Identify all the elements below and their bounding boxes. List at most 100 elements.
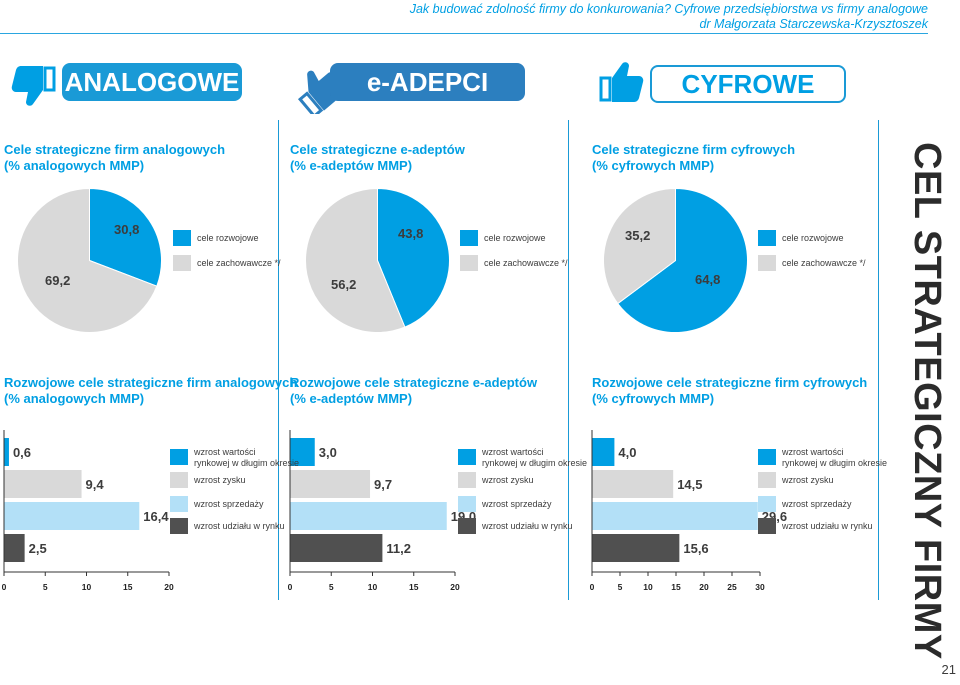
- column-divider-2: [568, 120, 569, 600]
- legend-rozwojowe-eadept: cele rozwojowe: [484, 233, 546, 243]
- bar-digital-2: [592, 502, 758, 530]
- pie-chart-eadept: [305, 188, 450, 333]
- legend-swatch-wartosc-digital: [758, 449, 776, 465]
- legend-swatch-wartosc-eadept: [458, 449, 476, 465]
- bar-value-label: 15,6: [683, 541, 708, 556]
- legend-swatch-zachowawcze-analog: [173, 255, 191, 271]
- legend-zachowawcze-eadept: cele zachowawcze */: [484, 258, 568, 268]
- pie-slice-zachowawcze: [603, 188, 676, 305]
- x-tick-label: 15: [671, 582, 681, 592]
- bar-value-label: 11,2: [386, 541, 411, 556]
- legend-swatch-sprzedaz-analog: [170, 496, 188, 512]
- legend-swatch-zysk-digital: [758, 472, 776, 488]
- bar-eadept-2: [290, 502, 447, 530]
- bar-analog-2: [4, 502, 140, 530]
- legend-swatch-udzial-eadept: [458, 518, 476, 534]
- pie-slice-zachowawcze: [17, 188, 158, 333]
- pie-slice-rozwojowe: [89, 188, 162, 287]
- legend-wartosc-digital: wzrost wartości rynkowej w długim okresi…: [782, 447, 888, 468]
- bar-value-label: 14,5: [677, 477, 702, 492]
- header: Jak budować zdolność firmy do konkurowan…: [410, 2, 928, 32]
- legend-zachowawcze-analog: cele zachowawcze */: [197, 258, 281, 268]
- legend-swatch-rozwojowe-analog: [173, 230, 191, 246]
- pie-chart-digital: [603, 188, 748, 333]
- legend-swatch-zachowawcze-digital: [758, 255, 776, 271]
- bar-analog-3: [4, 534, 25, 562]
- column-divider-3: [878, 120, 879, 600]
- legend-swatch-wartosc-analog: [170, 449, 188, 465]
- x-tick-label: 5: [329, 582, 334, 592]
- bar-value-label: 2,5: [29, 541, 47, 556]
- legend-udzial-analog: wzrost udziału w rynku: [194, 521, 285, 531]
- sidebar-title: CEL STRATEGICZNY FIRMY: [890, 118, 948, 678]
- x-tick-label: 10: [82, 582, 92, 592]
- legend-swatch-zysk-eadept: [458, 472, 476, 488]
- x-tick-label: 20: [699, 582, 709, 592]
- header-divider: [0, 33, 928, 34]
- bar-value-label: 9,7: [374, 477, 392, 492]
- bar-analog-0: [4, 438, 9, 466]
- sidebar-title-text: CEL STRATEGICZNY FIRMY: [906, 142, 948, 660]
- legend-sprzedaz-eadept: wzrost sprzedaży: [482, 499, 552, 509]
- x-tick-label: 20: [450, 582, 460, 592]
- bar-digital-1: [592, 470, 674, 498]
- legend-swatch-zachowawcze-eadept: [460, 255, 478, 271]
- legend-swatch-sprzedaz-digital: [758, 496, 776, 512]
- pie-label-digital-zachowawcze: 35,2: [625, 228, 651, 243]
- pie-chart-analog: [17, 188, 162, 333]
- pie-label-analog-rozwojowe: 30,8: [114, 222, 140, 237]
- x-tick-label: 10: [643, 582, 653, 592]
- x-tick-label: 15: [123, 582, 133, 592]
- header-author: dr Małgorzata Starczewska-Krzysztoszek: [699, 17, 928, 31]
- pie-slice-rozwojowe: [617, 188, 748, 333]
- bar-title-eadept: Rozwojowe cele strategiczne e-adeptów (%…: [290, 375, 538, 406]
- bar-chart-digital: 4,014,529,615,60 5 10 15 20 25 30: [590, 430, 787, 592]
- legend-swatch-udzial-analog: [170, 518, 188, 534]
- bar-eadept-0: [290, 438, 315, 466]
- x-tick-label: 25: [727, 582, 737, 592]
- bar-analog-1: [4, 470, 82, 498]
- bar-value-label: 16,4: [143, 509, 169, 524]
- bar-digital-3: [592, 534, 680, 562]
- thumbs-up-icon: [599, 62, 644, 102]
- legend-wartosc-analog: wzrost wartości rynkowej w długim okresi…: [194, 447, 300, 468]
- bar-value-label: 9,4: [86, 477, 105, 492]
- column-divider-1: [278, 120, 279, 600]
- pie-slice-zachowawcze: [305, 188, 406, 333]
- legend-swatch-sprzedaz-eadept: [458, 496, 476, 512]
- bar-title-digital: Rozwojowe cele strategiczne firm cyfrowy…: [592, 375, 868, 406]
- x-tick-label: 0: [288, 582, 293, 592]
- x-tick-label: 5: [618, 582, 623, 592]
- legend-swatch-rozwojowe-digital: [758, 230, 776, 246]
- x-tick-label: 0: [2, 582, 7, 592]
- bar-eadept-1: [290, 470, 371, 498]
- pie-label-analog-zachowawcze: 69,2: [45, 273, 71, 288]
- bar-chart-analog: 0,6 9,4 16,4 2,5 0 5 10 15 20: [2, 430, 174, 592]
- x-tick-label: 20: [164, 582, 174, 592]
- legend-rozwojowe-analog: cele rozwojowe: [197, 233, 259, 243]
- legend-swatch-zysk-analog: [170, 472, 188, 488]
- bar-title-analog: Rozwojowe cele strategiczne firm analogo…: [4, 375, 298, 406]
- x-tick-label: 10: [368, 582, 378, 592]
- bar-value-label: 0,6: [13, 445, 31, 460]
- x-tick-label: 15: [409, 582, 419, 592]
- x-tick-label: 0: [590, 582, 595, 592]
- legend-rozwojowe-digital: cele rozwojowe: [782, 233, 844, 243]
- legend-udzial-digital: wzrost udziału w rynku: [782, 521, 873, 531]
- pie-title-analog: Cele strategiczne firm analogowych (% an…: [4, 142, 226, 173]
- category-eadept: e-ADEPCI: [330, 63, 525, 101]
- legend-zysk-analog: wzrost zysku: [194, 475, 246, 485]
- pie-label-digital-rozwojowe: 64,8: [695, 272, 721, 287]
- category-analog: ANALOGOWE: [62, 63, 242, 101]
- legend-udzial-eadept: wzrost udziału w rynku: [482, 521, 573, 531]
- thumbs-down-icon: [11, 66, 56, 106]
- bar-chart-eadept: 3,09,719,011,20 5 10 15 20: [288, 430, 476, 592]
- category-digital: CYFROWE: [650, 65, 846, 103]
- bar-eadept-3: [290, 534, 383, 562]
- legend-swatch-rozwojowe-eadept: [460, 230, 478, 246]
- page-number: 21: [941, 662, 956, 677]
- legend-swatch-udzial-digital: [758, 518, 776, 534]
- legend-zysk-eadept: wzrost zysku: [482, 475, 534, 485]
- pie-label-eadept-rozwojowe: 43,8: [398, 226, 424, 241]
- legend-sprzedaz-analog: wzrost sprzedaży: [194, 499, 264, 509]
